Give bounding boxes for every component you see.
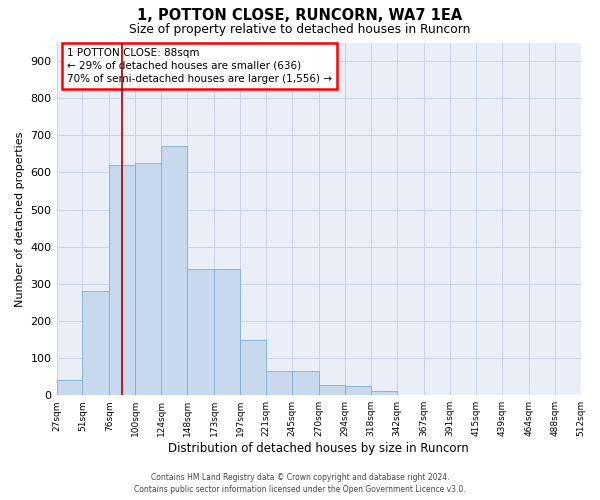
Bar bbox=[266, 371, 292, 395]
Bar bbox=[345, 386, 371, 395]
Y-axis label: Number of detached properties: Number of detached properties bbox=[15, 131, 25, 306]
Bar bbox=[82, 292, 109, 395]
Bar bbox=[319, 385, 345, 395]
Bar bbox=[56, 380, 82, 395]
Text: 1 POTTON CLOSE: 88sqm
← 29% of detached houses are smaller (636)
70% of semi-det: 1 POTTON CLOSE: 88sqm ← 29% of detached … bbox=[67, 48, 332, 84]
Bar bbox=[187, 269, 214, 395]
Bar bbox=[161, 146, 187, 395]
Bar bbox=[136, 163, 161, 395]
Text: Contains HM Land Registry data © Crown copyright and database right 2024.
Contai: Contains HM Land Registry data © Crown c… bbox=[134, 473, 466, 494]
Text: Size of property relative to detached houses in Runcorn: Size of property relative to detached ho… bbox=[130, 22, 470, 36]
Bar bbox=[214, 269, 240, 395]
Bar bbox=[292, 371, 319, 395]
Text: 1, POTTON CLOSE, RUNCORN, WA7 1EA: 1, POTTON CLOSE, RUNCORN, WA7 1EA bbox=[137, 8, 463, 22]
Bar bbox=[240, 340, 266, 395]
Bar bbox=[109, 165, 136, 395]
X-axis label: Distribution of detached houses by size in Runcorn: Distribution of detached houses by size … bbox=[168, 442, 469, 455]
Bar bbox=[371, 391, 397, 395]
